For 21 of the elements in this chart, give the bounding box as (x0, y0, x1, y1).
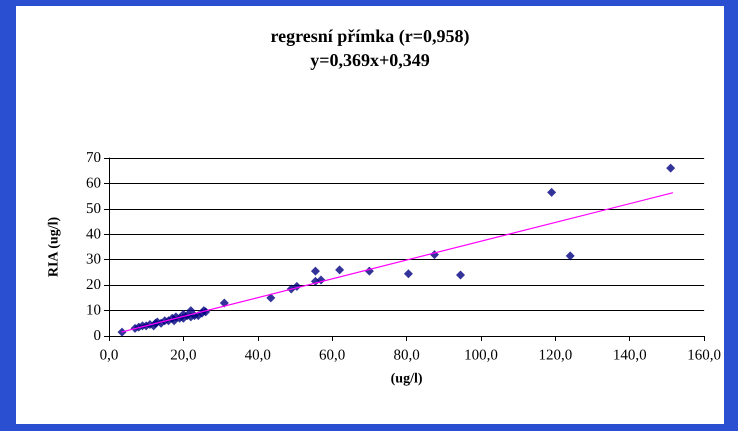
y-tick-label: 30 (86, 252, 101, 268)
x-axis-title: (ug/l) (390, 372, 423, 386)
x-tick-label: 20,0 (170, 348, 197, 364)
chart-title: regresní přímka (r=0,958) (270, 26, 470, 46)
x-tick-label: 60,0 (319, 348, 346, 364)
y-tick-label: 0 (94, 328, 101, 344)
x-tick-label: 120,0 (538, 348, 572, 364)
y-tick-label: 40 (86, 226, 101, 242)
y-tick-label: 60 (86, 175, 101, 192)
x-tick-label: 160,0 (687, 348, 721, 364)
y-tick-label: 10 (86, 302, 101, 319)
y-tick-label: 20 (86, 277, 101, 294)
y-tick-label: 70 (86, 150, 101, 166)
x-tick-label: 40,0 (244, 348, 271, 364)
chart-subtitle: y=0,369x+0,349 (310, 50, 430, 70)
x-tick-label: 140,0 (612, 348, 647, 364)
x-tick-label: 100,0 (464, 348, 498, 364)
x-tick-label: 0,0 (100, 348, 118, 364)
x-tick-label: 80,0 (393, 348, 420, 364)
y-tick-label: 50 (86, 200, 101, 217)
y-axis-title: RIA (ug/l) (46, 216, 62, 278)
